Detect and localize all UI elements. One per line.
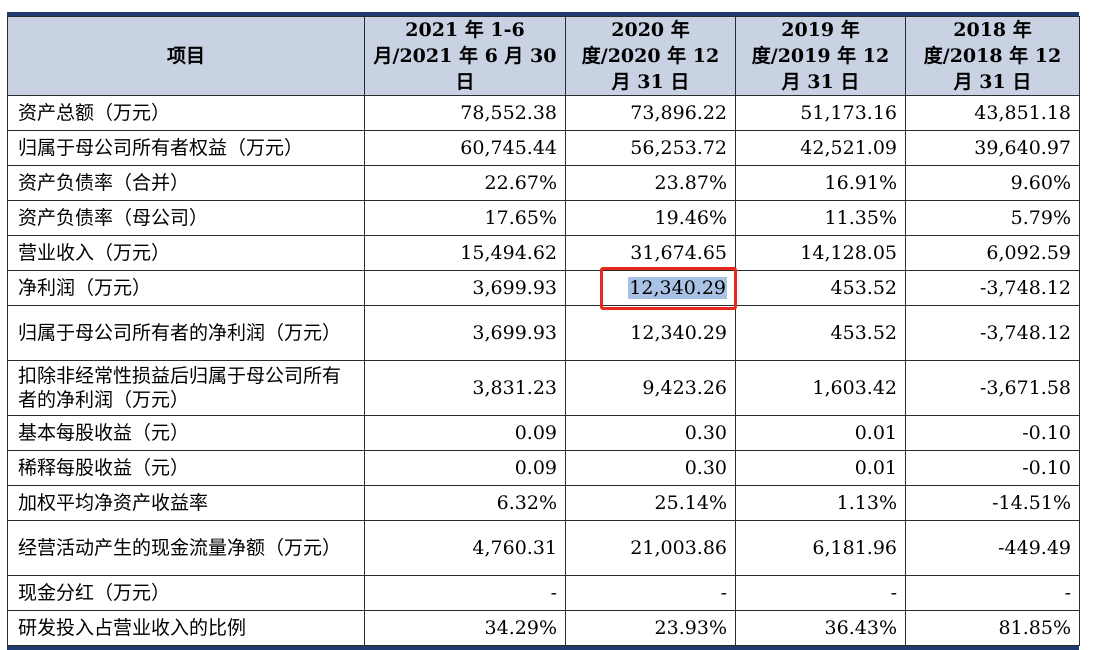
cell-2021h1: 0.09 bbox=[364, 415, 566, 451]
cell-2019: 0.01 bbox=[735, 450, 906, 486]
table-row: 扣除非经常性损益后归属于母公司所有者的净利润（万元） 3,831.23 9,42… bbox=[7, 360, 1080, 416]
row-label: 现金分红（万元） bbox=[7, 575, 365, 611]
cell-2019: 51,173.16 bbox=[735, 95, 906, 131]
cell-2019: 11.35% bbox=[735, 200, 906, 236]
table-row: 归属于母公司所有者权益（万元） 60,745.44 56,253.72 42,5… bbox=[7, 130, 1080, 166]
cell-2019: 14,128.05 bbox=[735, 235, 906, 271]
table-row: 研发投入占营业收入的比例 34.29% 23.93% 36.43% 81.85% bbox=[7, 610, 1080, 646]
cell-2020: 19.46% bbox=[565, 200, 736, 236]
cell-2018: 6,092.59 bbox=[905, 235, 1080, 271]
cell-2019: 16.91% bbox=[735, 165, 906, 201]
header-2021h1: 2021 年 1-6 月/2021 年 6 月 30 日 bbox=[364, 16, 566, 96]
cell-2018: -3,671.58 bbox=[905, 360, 1080, 416]
selected-text[interactable]: 12,340.29 bbox=[628, 277, 727, 299]
cell-2019: 42,521.09 bbox=[735, 130, 906, 166]
cell-2018: - bbox=[905, 575, 1080, 611]
cell-2021h1: 0.09 bbox=[364, 450, 566, 486]
cell-2018: 39,640.97 bbox=[905, 130, 1080, 166]
table-top-rule bbox=[7, 12, 1079, 16]
table-row: 加权平均净资产收益率 6.32% 25.14% 1.13% -14.51% bbox=[7, 485, 1080, 521]
cell-2021h1: 17.65% bbox=[364, 200, 566, 236]
cell-2018: -0.10 bbox=[905, 415, 1080, 451]
table-row: 经营活动产生的现金流量净额（万元） 4,760.31 21,003.86 6,1… bbox=[7, 520, 1080, 576]
cell-2020: 56,253.72 bbox=[565, 130, 736, 166]
highlighted-value[interactable]: 12,340.29 bbox=[600, 267, 737, 310]
table-row: 现金分红（万元） - - - - bbox=[7, 575, 1080, 611]
cell-2020: - bbox=[565, 575, 736, 611]
row-label: 研发投入占营业收入的比例 bbox=[7, 610, 365, 646]
cell-2020: 23.87% bbox=[565, 165, 736, 201]
cell-2018: -0.10 bbox=[905, 450, 1080, 486]
cell-2018: -3,748.12 bbox=[905, 270, 1080, 306]
cell-2021h1: 34.29% bbox=[364, 610, 566, 646]
table-bottom-rule bbox=[7, 646, 1079, 650]
row-label: 营业收入（万元） bbox=[7, 235, 365, 271]
table-row: 资产负债率（母公司） 17.65% 19.46% 11.35% 5.79% bbox=[7, 200, 1080, 236]
cell-2021h1: 3,699.93 bbox=[364, 305, 566, 361]
table-row: 净利润（万元） 3,699.93 12,340.29 453.52 -3,748… bbox=[7, 267, 1080, 310]
cell-2021h1: 15,494.62 bbox=[364, 235, 566, 271]
cell-2021h1: 78,552.38 bbox=[364, 95, 566, 131]
header-2018: 2018 年度/2018 年 12 月 31 日 bbox=[905, 16, 1080, 96]
cell-2020: 31,674.65 bbox=[565, 235, 736, 271]
table-row: 归属于母公司所有者的净利润（万元） 3,699.93 12,340.29 453… bbox=[7, 305, 1080, 361]
cell-2020: 0.30 bbox=[565, 415, 736, 451]
cell-2018: -449.49 bbox=[905, 520, 1080, 576]
table-row: 资产负债率（合并） 22.67% 23.87% 16.91% 9.60% bbox=[7, 165, 1080, 201]
cell-2021h1: 3,831.23 bbox=[364, 360, 566, 416]
financial-table-container: 项目 2021 年 1-6 月/2021 年 6 月 30 日 2020 年度/… bbox=[7, 12, 1080, 650]
cell-2021h1: 3,699.93 bbox=[364, 270, 566, 306]
cell-2020: 25.14% bbox=[565, 485, 736, 521]
row-label: 经营活动产生的现金流量净额（万元） bbox=[7, 520, 365, 576]
cell-2021h1: 6.32% bbox=[364, 485, 566, 521]
table-header-row: 项目 2021 年 1-6 月/2021 年 6 月 30 日 2020 年度/… bbox=[7, 16, 1080, 96]
cell-2020: 73,896.22 bbox=[565, 95, 736, 131]
red-highlight-box bbox=[600, 267, 737, 310]
row-label: 基本每股收益（元） bbox=[7, 415, 365, 451]
table-row: 资产总额（万元） 78,552.38 73,896.22 51,173.16 4… bbox=[7, 95, 1080, 131]
cell-2018: -14.51% bbox=[905, 485, 1080, 521]
header-2019: 2019 年度/2019 年 12 月 31 日 bbox=[735, 16, 906, 96]
cell-2019: 1,603.42 bbox=[735, 360, 906, 416]
header-2020: 2020 年度/2020 年 12 月 31 日 bbox=[565, 16, 736, 96]
row-label: 归属于母公司所有者权益（万元） bbox=[7, 130, 365, 166]
row-label: 资产负债率（母公司） bbox=[7, 200, 365, 236]
cell-2018: 81.85% bbox=[905, 610, 1080, 646]
cell-2019: 453.52 bbox=[735, 305, 906, 361]
row-label: 加权平均净资产收益率 bbox=[7, 485, 365, 521]
cell-2021h1: 4,760.31 bbox=[364, 520, 566, 576]
table-row: 稀释每股收益（元） 0.09 0.30 0.01 -0.10 bbox=[7, 450, 1080, 486]
row-label: 资产负债率（合并） bbox=[7, 165, 365, 201]
cell-2021h1: 60,745.44 bbox=[364, 130, 566, 166]
header-item: 项目 bbox=[7, 16, 365, 96]
cell-2019: 0.01 bbox=[735, 415, 906, 451]
cell-2021h1: - bbox=[364, 575, 566, 611]
cell-2019: 453.52 bbox=[735, 270, 906, 306]
financial-indicators-table: 项目 2021 年 1-6 月/2021 年 6 月 30 日 2020 年度/… bbox=[7, 16, 1080, 646]
cell-2019: 1.13% bbox=[735, 485, 906, 521]
row-label: 归属于母公司所有者的净利润（万元） bbox=[7, 305, 365, 361]
cell-2018: 43,851.18 bbox=[905, 95, 1080, 131]
cell-2020: 21,003.86 bbox=[565, 520, 736, 576]
table-row: 营业收入（万元） 15,494.62 31,674.65 14,128.05 6… bbox=[7, 235, 1080, 271]
row-label: 资产总额（万元） bbox=[7, 95, 365, 131]
cell-2020: 23.93% bbox=[565, 610, 736, 646]
cell-2020: 9,423.26 bbox=[565, 360, 736, 416]
cell-2019: 36.43% bbox=[735, 610, 906, 646]
cell-2020: 12,340.29 bbox=[565, 305, 736, 361]
cell-2018: -3,748.12 bbox=[905, 305, 1080, 361]
cell-2020-highlighted[interactable]: 12,340.29 bbox=[565, 267, 737, 310]
cell-2019: 6,181.96 bbox=[735, 520, 906, 576]
cell-2018: 5.79% bbox=[905, 200, 1080, 236]
cell-2019: - bbox=[735, 575, 906, 611]
table-row: 基本每股收益（元） 0.09 0.30 0.01 -0.10 bbox=[7, 415, 1080, 451]
cell-2021h1: 22.67% bbox=[364, 165, 566, 201]
cell-2020: 0.30 bbox=[565, 450, 736, 486]
row-label: 扣除非经常性损益后归属于母公司所有者的净利润（万元） bbox=[7, 360, 365, 416]
row-label: 稀释每股收益（元） bbox=[7, 450, 365, 486]
row-label: 净利润（万元） bbox=[7, 270, 365, 306]
cell-2018: 9.60% bbox=[905, 165, 1080, 201]
